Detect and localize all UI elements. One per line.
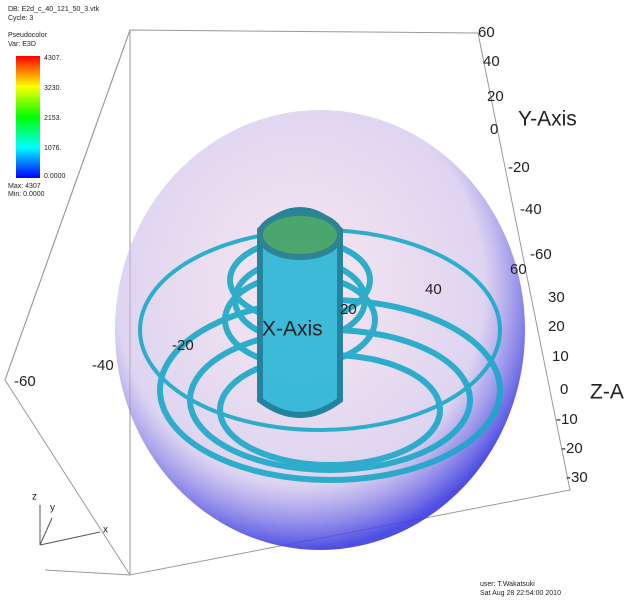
z-tick-label: 20: [548, 318, 565, 335]
legend-label: 2153.: [44, 115, 62, 122]
render-window: DB: E2d_c_40_121_50_3.vtk Cycle: 3 Pseud…: [0, 0, 636, 608]
date-label: Sat Aug 28 22:54:00 2010: [480, 590, 561, 597]
triad-y: y: [50, 503, 55, 514]
legend-label: 1076.: [44, 145, 62, 152]
x-tick-label: 20: [340, 301, 357, 318]
legend-label: 3230.: [44, 85, 62, 92]
x-tick-label: -20: [172, 337, 194, 354]
legend-label: 4307.: [44, 55, 62, 62]
y-tick-label: -40: [520, 201, 542, 218]
x-tick-label: 60: [510, 261, 527, 278]
z-tick-label: -30: [566, 469, 588, 486]
triad-x: x: [103, 525, 108, 536]
triad-z: z: [32, 492, 37, 503]
z-axis-title: Z-A: [590, 381, 624, 404]
z-tick-label: -20: [561, 440, 583, 457]
x-tick-label: 40: [425, 281, 442, 298]
z-tick-label: 0: [560, 381, 568, 398]
legend-label: 0.0000: [44, 173, 66, 180]
user-label: user: T.Wakatsuki: [480, 581, 535, 588]
y-tick-label: -20: [508, 159, 530, 176]
z-tick-label: 30: [548, 289, 565, 306]
max-label: Max: 4307: [8, 183, 41, 190]
cycle-label: Cycle: 3: [8, 15, 33, 22]
variable-label: Var: E3D: [8, 41, 36, 48]
y-tick-label: 0: [490, 121, 498, 138]
y-tick-label: 40: [483, 53, 500, 70]
z-tick-label: 10: [552, 348, 569, 365]
axis-triad: [40, 505, 100, 545]
x-axis-title: X-Axis: [262, 318, 323, 341]
color-bar: [16, 56, 40, 178]
y-tick-label: 20: [487, 88, 504, 105]
y-tick-label: -60: [530, 246, 552, 263]
min-label: Min: 0.0000: [8, 191, 45, 198]
x-tick-label: -60: [14, 373, 36, 390]
y-axis-title: Y-Axis: [518, 108, 577, 131]
database-label: DB: E2d_c_40_121_50_3.vtk: [8, 6, 100, 13]
x-tick-label: -40: [92, 357, 114, 374]
y-tick-label: 60: [478, 24, 495, 41]
plot-label: Pseudocolor: [8, 32, 48, 39]
z-tick-label: -10: [556, 411, 578, 428]
